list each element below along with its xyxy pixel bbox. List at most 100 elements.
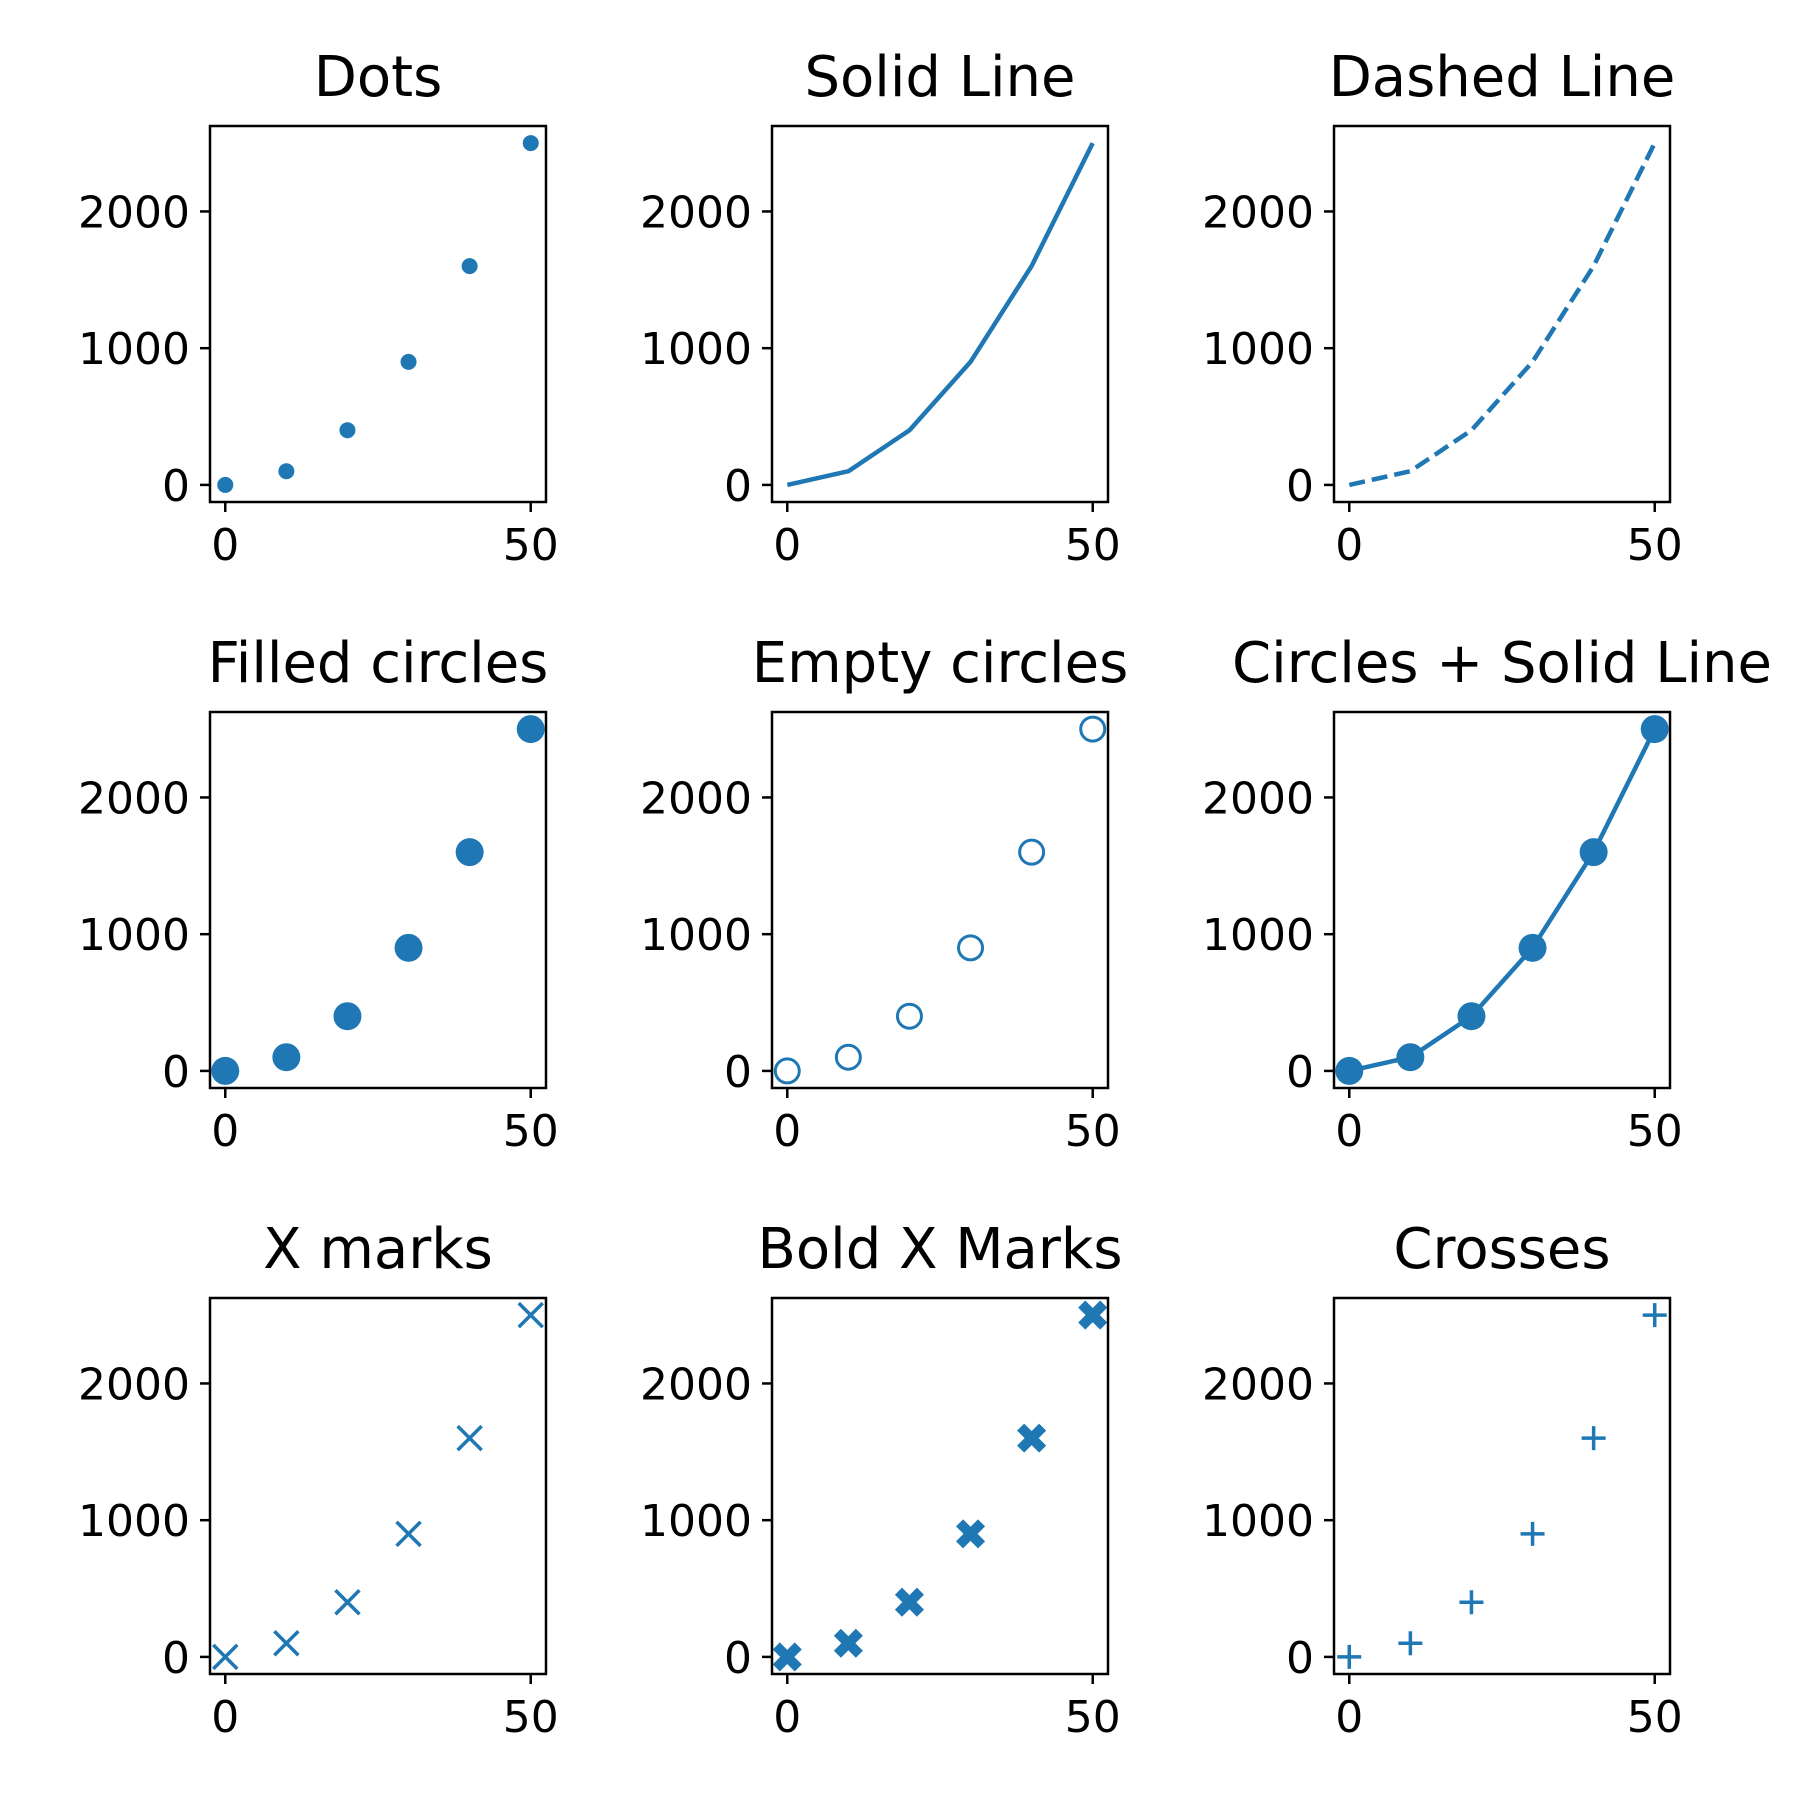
y-tick-label: 2000: [1202, 773, 1314, 824]
data-point: [272, 1043, 301, 1072]
subplot-title: Dots: [314, 45, 443, 110]
data-point: [1642, 1303, 1667, 1328]
x-tick-label: 0: [1335, 1692, 1363, 1743]
data-point: [1640, 715, 1669, 744]
axes-frame: [770, 124, 1110, 504]
data-point: [455, 838, 484, 867]
y-tick-label: 2000: [78, 1359, 190, 1410]
data-point: [1017, 1423, 1047, 1453]
data-point: [278, 463, 295, 480]
y-tick-label: 0: [162, 1633, 190, 1684]
x-tick-label: 50: [503, 520, 559, 571]
series-line: [1348, 728, 1657, 1074]
data-point: [217, 476, 234, 493]
axes-frame: [770, 1296, 1110, 1676]
y-tick-label: 2000: [1202, 1359, 1314, 1410]
y-tick-label: 1000: [78, 910, 190, 961]
data-point: [1079, 715, 1107, 743]
axes-frame: [208, 124, 548, 504]
x-tick-label: 50: [1065, 1692, 1121, 1743]
data-point: [212, 1643, 239, 1671]
y-tick-label: 2000: [640, 773, 752, 824]
subplot-title: Filled circles: [208, 631, 549, 696]
x-tick-label: 50: [1627, 520, 1683, 571]
y-tick-label: 1000: [1202, 324, 1314, 375]
data-point: [516, 715, 545, 744]
data-point: [1398, 1631, 1423, 1656]
y-tick-label: 2000: [1202, 187, 1314, 238]
axes-frame: [1332, 1296, 1672, 1676]
x-tick-label: 0: [211, 1106, 239, 1157]
y-tick-label: 1000: [78, 1496, 190, 1547]
subplot-title: Dashed Line: [1329, 45, 1676, 110]
data-point: [1396, 1043, 1425, 1072]
data-point: [1518, 933, 1547, 962]
data-point: [773, 1057, 801, 1085]
subplot-title: Circles + Solid Line: [1232, 631, 1772, 696]
y-tick-label: 0: [162, 461, 190, 512]
subplot-title: Crosses: [1393, 1217, 1610, 1282]
data-point: [395, 1520, 422, 1548]
y-tick-label: 0: [1286, 461, 1314, 512]
x-tick-label: 0: [1335, 1106, 1363, 1157]
series-line: [786, 142, 1095, 488]
data-point: [894, 1587, 924, 1617]
y-tick-label: 0: [1286, 1047, 1314, 1098]
data-point: [956, 1519, 986, 1549]
y-tick-label: 2000: [640, 187, 752, 238]
y-tick-label: 2000: [640, 1359, 752, 1410]
data-point: [1459, 1590, 1484, 1615]
y-tick-label: 1000: [1202, 910, 1314, 961]
axes-frame: [1332, 124, 1672, 504]
data-point: [461, 258, 478, 275]
data-point: [1579, 838, 1608, 867]
x-tick-label: 50: [1627, 1692, 1683, 1743]
y-tick-label: 2000: [78, 773, 190, 824]
data-point: [833, 1628, 863, 1658]
data-point: [334, 1588, 361, 1616]
y-tick-label: 1000: [640, 910, 752, 961]
data-point: [1520, 1521, 1545, 1546]
data-point: [957, 934, 985, 962]
x-tick-label: 0: [773, 1106, 801, 1157]
x-tick-label: 0: [773, 1692, 801, 1743]
y-tick-label: 0: [162, 1047, 190, 1098]
x-tick-label: 0: [1335, 520, 1363, 571]
data-point: [400, 353, 417, 370]
y-tick-label: 2000: [78, 187, 190, 238]
x-tick-label: 0: [211, 520, 239, 571]
x-tick-label: 0: [211, 1692, 239, 1743]
x-tick-label: 50: [1065, 520, 1121, 571]
data-point: [1335, 1056, 1364, 1085]
data-point: [456, 1424, 483, 1452]
y-tick-label: 0: [724, 1633, 752, 1684]
data-point: [273, 1630, 300, 1657]
data-point: [1078, 1300, 1108, 1330]
data-point: [333, 1002, 362, 1031]
axes-frame: [208, 1296, 548, 1676]
y-tick-label: 1000: [640, 324, 752, 375]
data-point: [211, 1056, 240, 1085]
data-point: [394, 933, 423, 962]
y-tick-label: 0: [1286, 1633, 1314, 1684]
subplot-title: Solid Line: [805, 45, 1076, 110]
data-point: [895, 1002, 923, 1030]
axes-frame: [770, 710, 1110, 1090]
y-tick-label: 0: [724, 1047, 752, 1098]
data-point: [1337, 1644, 1362, 1669]
data-point: [1018, 838, 1046, 866]
series-line: [1348, 142, 1657, 488]
x-tick-label: 50: [503, 1106, 559, 1157]
y-tick-label: 1000: [1202, 1496, 1314, 1547]
x-tick-label: 50: [1065, 1106, 1121, 1157]
x-tick-label: 0: [773, 520, 801, 571]
data-point: [1581, 1426, 1606, 1451]
